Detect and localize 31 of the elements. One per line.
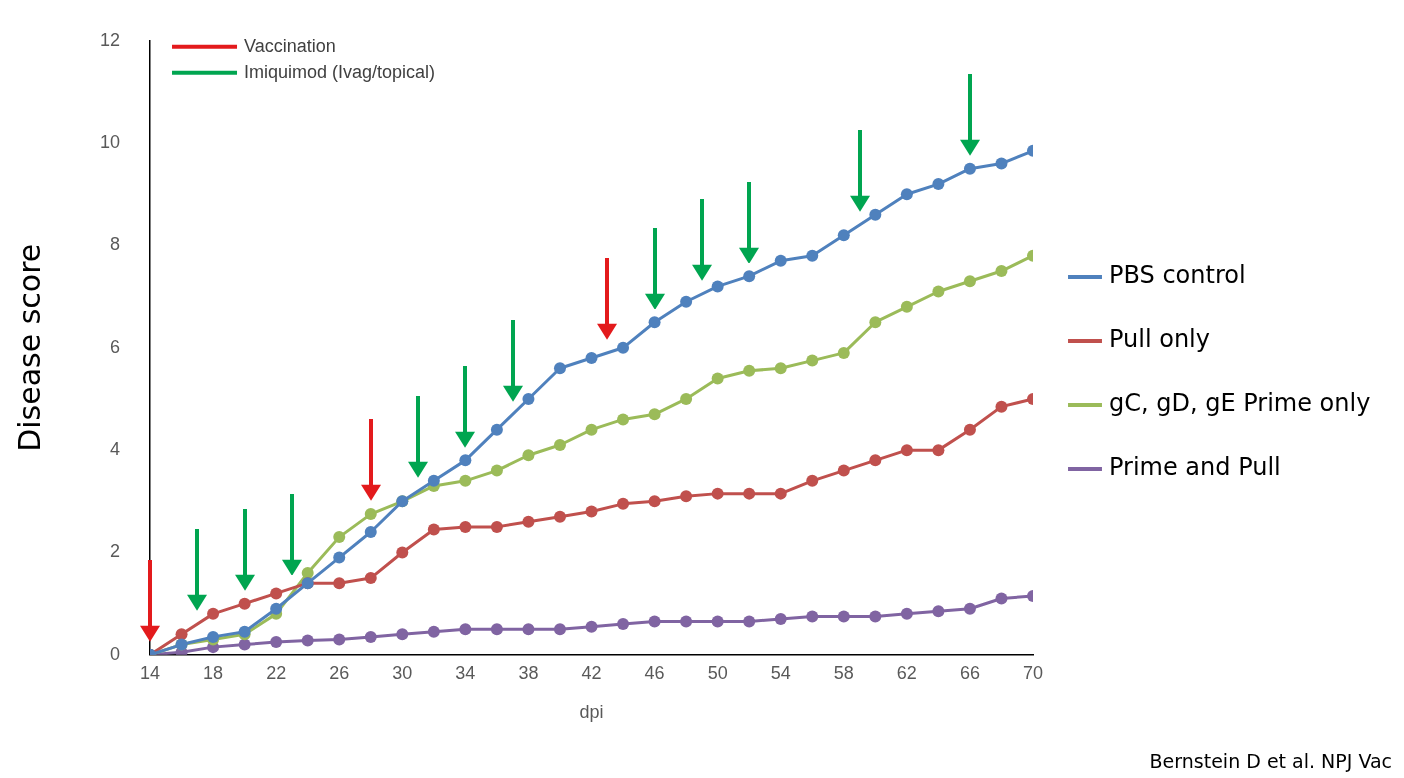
x-tick-label: 18: [203, 662, 224, 683]
x-tick-label: 26: [329, 662, 350, 683]
x-tick-label: 14: [140, 662, 161, 683]
legend-label: gC, gD, gE Prime only: [1109, 389, 1371, 418]
x-tick-label: 58: [833, 662, 854, 683]
y-tick-label: 10: [99, 132, 121, 153]
y-axis-title: Disease score: [11, 243, 47, 452]
legend-label: Pull only: [1109, 325, 1210, 354]
y-tick-label: 0: [110, 643, 121, 664]
x-tick-label: 38: [518, 662, 539, 683]
text: Bernstein D et al. NPJ Vac: [1149, 750, 1392, 772]
x-tick-label: 42: [581, 662, 602, 683]
x-tick-label: 46: [644, 662, 665, 683]
x-axis-title: dpi: [579, 702, 604, 723]
x-tick-label: 62: [896, 662, 917, 683]
x-tick-label: 22: [266, 662, 287, 683]
legend-label: PBS control: [1109, 261, 1246, 290]
x-tick-label: 34: [455, 662, 476, 683]
legend-label: Imiquimod (Ivag/topical): [244, 61, 436, 82]
x-tick-label: 50: [707, 662, 728, 683]
y-tick-label: 4: [110, 439, 121, 460]
legend-label: Prime and Pull: [1109, 453, 1281, 482]
x-tick-label: 70: [1022, 662, 1044, 683]
legend-label: Vaccination: [244, 35, 336, 56]
y-tick-label: 8: [110, 234, 121, 255]
x-tick-label: 54: [770, 662, 791, 683]
y-tick-label: 6: [110, 336, 121, 357]
x-tick-label: 66: [959, 662, 980, 683]
y-tick-label: 12: [99, 29, 121, 50]
x-tick-label: 30: [392, 662, 413, 683]
y-tick-label: 2: [110, 541, 121, 562]
